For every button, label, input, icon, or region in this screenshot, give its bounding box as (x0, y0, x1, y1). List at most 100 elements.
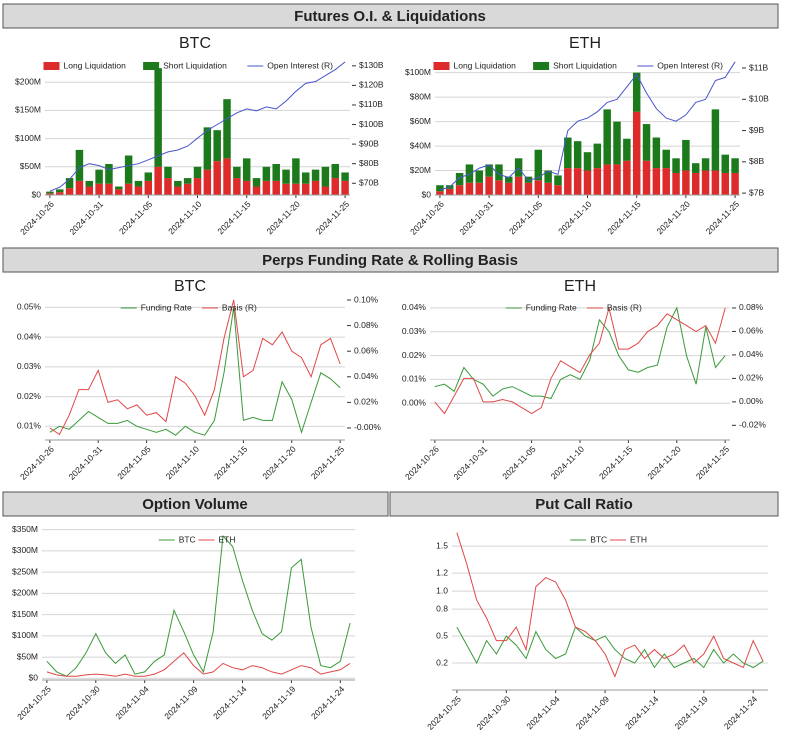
x-tick-label: 2024-11-19 (260, 684, 298, 722)
bar (203, 127, 212, 170)
series-line (49, 299, 341, 436)
bar (75, 149, 84, 181)
x-tick-label: 2024-11-24 (722, 694, 760, 732)
y2-tick-label: $120B (359, 80, 384, 90)
bar (193, 166, 202, 179)
bar (672, 172, 680, 195)
y-tick-label: $100M (405, 67, 431, 77)
bar (554, 185, 562, 195)
panel-title: Put Call Ratio (535, 496, 633, 513)
y2-tick-label: $8B (749, 156, 764, 166)
bar (46, 191, 54, 194)
bar (534, 180, 543, 195)
y-tick-label: 0.03% (17, 361, 42, 371)
bar (573, 168, 582, 195)
bar (292, 183, 300, 195)
bar (183, 183, 192, 195)
legend-swatch (43, 62, 60, 70)
x-tick-label: 2024-11-10 (164, 444, 202, 482)
x-tick-label: 2024-10-30 (64, 684, 102, 722)
bar (144, 180, 153, 195)
y2-tick-label: 0.08% (354, 320, 379, 330)
bar (455, 185, 464, 195)
y-tick-label: $200M (15, 76, 41, 86)
y-tick-label: 0.03% (402, 326, 427, 336)
x-tick-label: 2024-11-20 (645, 444, 683, 482)
y2-tick-label: 0.00% (739, 396, 764, 406)
y2-tick-label: $9B (749, 125, 764, 135)
series-line (49, 61, 346, 192)
bar (124, 155, 133, 184)
x-tick-label: 2024-11-15 (605, 199, 643, 237)
bar (436, 185, 444, 192)
bar (134, 180, 143, 187)
y-tick-label: 1.5 (436, 540, 448, 550)
bar (731, 158, 739, 173)
bar (124, 183, 133, 195)
bar (272, 180, 280, 195)
bar (233, 166, 241, 179)
legend-label: BTC (179, 534, 196, 544)
y2-tick-label: 0.06% (739, 326, 764, 336)
bar (233, 178, 241, 195)
x-tick-label: 2024-10-26 (403, 444, 441, 482)
y-tick-label: $100M (15, 133, 41, 143)
bar (282, 183, 290, 195)
y-tick-label: 1.0 (436, 585, 448, 595)
bar (203, 169, 212, 195)
legend-label: Short Liquidation (163, 60, 227, 70)
y2-tick-label: $130B (359, 60, 384, 70)
legend-swatch (533, 62, 550, 70)
y-tick-label: 0.04% (402, 302, 427, 312)
y-tick-label: 0.02% (17, 391, 42, 401)
bar (583, 170, 592, 195)
bar (465, 182, 474, 195)
y-tick-label: 0.00% (402, 398, 427, 408)
bar (321, 186, 330, 195)
bar (85, 180, 94, 187)
bar (514, 176, 523, 195)
bar (623, 160, 631, 195)
bar (164, 166, 172, 179)
bar (282, 169, 290, 184)
bar (573, 141, 582, 169)
bar (301, 183, 310, 195)
bar (642, 124, 651, 161)
x-tick-label: 2024-11-14 (623, 694, 661, 732)
y2-tick-label: $80B (359, 158, 379, 168)
bar (223, 158, 231, 195)
bar (603, 164, 611, 195)
x-tick-label: 2024-11-10 (556, 199, 594, 237)
x-tick-label: 2024-10-31 (451, 444, 489, 482)
x-tick-label: 2024-11-20 (655, 199, 693, 237)
x-tick-label: 2024-11-09 (574, 694, 612, 732)
legend-label: ETH (630, 534, 647, 544)
bar (331, 178, 339, 195)
x-tick-label: 2024-11-15 (215, 199, 253, 237)
x-tick-label: 2024-11-04 (524, 694, 562, 732)
y-tick-label: 0.8 (436, 603, 448, 613)
bar (465, 164, 474, 183)
chart-title: BTC (179, 35, 211, 52)
x-tick-label: 2024-10-31 (67, 199, 105, 237)
series-line (49, 307, 341, 436)
x-tick-label: 2024-10-31 (66, 444, 104, 482)
bar (524, 182, 533, 195)
bar (613, 121, 621, 165)
bar (56, 189, 64, 193)
y-tick-label: 0.01% (17, 421, 42, 431)
x-tick-label: 2024-11-25 (314, 199, 352, 237)
bar (554, 175, 562, 186)
bar (485, 176, 493, 195)
y-tick-label: $0 (422, 189, 432, 199)
bar (85, 186, 94, 195)
bar (56, 192, 64, 195)
x-tick-label: 2024-11-20 (265, 199, 303, 237)
bar (682, 170, 690, 195)
x-tick-label: 2024-11-25 (309, 444, 347, 482)
chart-title: ETH (569, 35, 601, 52)
bar (475, 182, 484, 195)
y-tick-label: $150M (15, 105, 41, 115)
y-tick-label: $80M (410, 91, 431, 101)
bar (311, 169, 320, 181)
